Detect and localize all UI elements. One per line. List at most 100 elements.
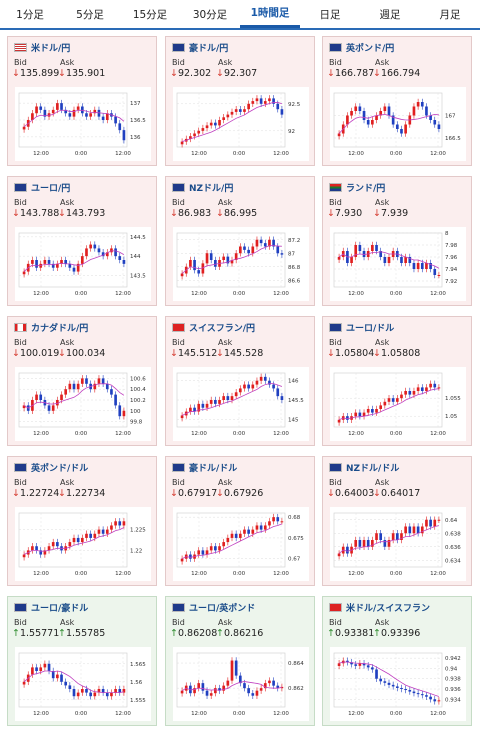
tab-2[interactable]: 15分足 [132, 9, 168, 21]
rate-card[interactable]: 米ドル/円 Bid Ask ↓135.899 ↓135.901 137 136.5 136 12… [7, 36, 157, 166]
bid-label: Bid [329, 58, 342, 67]
card-title: ユーロ/英ポンド [172, 601, 256, 614]
x-tick-label: 12:00 [191, 711, 207, 717]
bid-value: ↓7.930 [327, 208, 362, 219]
ch-flag-icon [329, 602, 342, 612]
candle-body [180, 558, 184, 562]
candle-body [234, 109, 238, 112]
rate-card[interactable]: ユーロ/円 Bid Ask ↓143.788 ↓143.793 144.5 144 143.5… [7, 176, 157, 306]
candle-body [346, 416, 349, 420]
candle-body [118, 405, 122, 417]
pair-name[interactable]: 英ポンド/ドル [31, 463, 89, 474]
candle-body [234, 253, 238, 260]
pair-name[interactable]: ユーロ/英ポンド [189, 603, 256, 614]
candle-body [383, 106, 387, 111]
candle-body [383, 401, 387, 406]
pair-name[interactable]: NZドル/ドル [346, 463, 400, 474]
plot-frame [176, 232, 286, 288]
candle-body [437, 275, 441, 276]
y-tick-label: 1.56 [130, 680, 143, 686]
pair-name[interactable]: 豪ドル/円 [189, 43, 229, 54]
candle-body [105, 529, 109, 534]
y-tick-label: 144.5 [130, 235, 146, 241]
candle-body [60, 674, 63, 682]
candle-body [105, 252, 109, 257]
pair-name[interactable]: カナダドル/円 [31, 323, 89, 334]
y-tick-label: 145 [288, 417, 299, 423]
rate-card[interactable]: ランド/円 Bid Ask ↓7.930 ↓7.939 8 7.98 7.96 7.94 7.92… [322, 176, 472, 306]
rate-card[interactable]: ユーロ/ドル Bid Ask ↓1.05804 ↓1.05808 1.055 1.05 12:… [322, 316, 472, 446]
tab-6[interactable]: 週足 [379, 9, 401, 21]
bid-text: 86.983 [177, 208, 212, 219]
rate-card[interactable]: 豪ドル/ドル Bid Ask ↓0.67917 ↓0.67926 0.68 0.675 0.6… [165, 456, 315, 586]
pair-name[interactable]: 英ポンド/円 [346, 43, 395, 54]
candle-body [205, 253, 209, 264]
tab-1[interactable]: 5分足 [76, 9, 104, 21]
candle-body [72, 689, 76, 697]
rate-card[interactable]: NZドル/円 Bid Ask ↓86.983 ↓86.995 87.2 87 86.8 86.6… [165, 176, 315, 306]
rate-card[interactable]: カナダドル/円 Bid Ask ↓100.019 ↓100.034 100.6 100.4 1… [7, 316, 157, 446]
bid-text: 1.22724 [19, 488, 60, 499]
candle-body [214, 260, 217, 267]
candle-body [379, 678, 383, 682]
rate-card[interactable]: 豪ドル/円 Bid Ask ↓92.302 ↓92.307 92.5 92 12:00 0:00… [165, 36, 315, 166]
candle-body [85, 533, 88, 538]
pair-name[interactable]: NZドル/円 [189, 183, 234, 194]
bid-label: Bid [14, 58, 27, 67]
tab-3[interactable]: 30分足 [192, 9, 228, 21]
price-chart: 0.68 0.675 0.67 12:00 0:00 12:00 [173, 507, 309, 581]
pair-name[interactable]: 豪ドル/ドル [189, 463, 238, 474]
pair-name[interactable]: ユーロ/ドル [346, 323, 395, 334]
pair-name[interactable]: スイスフラン/円 [189, 323, 256, 334]
ask-value: ↑0.93396 [373, 628, 420, 639]
x-tick-label: 12:00 [191, 431, 207, 437]
candle-body [85, 113, 88, 117]
rate-card[interactable]: ユーロ/豪ドル Bid Ask ↑1.55771 ↑1.55785 1.565 1.56 1.… [7, 596, 157, 726]
arrow-up-icon: ↑ [327, 628, 335, 639]
pair-name[interactable]: ランド/円 [346, 183, 386, 194]
candle-body [404, 257, 407, 263]
candle-body [238, 246, 242, 254]
candle-body [110, 525, 113, 530]
arrow-down-icon: ↓ [12, 488, 20, 499]
y-tick-label: 166.5 [445, 136, 461, 142]
tab-0[interactable]: 1分足 [16, 9, 44, 21]
candle-body [350, 111, 353, 116]
candle-body [259, 376, 263, 381]
candle-body [255, 690, 259, 696]
ask-label: Ask [60, 338, 75, 347]
candle-body [387, 257, 391, 263]
rate-card[interactable]: 米ドル/スイスフラン Bid Ask ↑0.93381 ↑0.93396 0.942 0.9… [322, 596, 472, 726]
rate-card[interactable]: スイスフラン/円 Bid Ask ↓145.512 ↓145.528 146 145.5 14… [165, 316, 315, 446]
rate-card[interactable]: 英ポンド/円 Bid Ask ↓166.787 ↓166.794 167 166.5 12:0… [322, 36, 472, 166]
rate-card[interactable]: 英ポンド/ドル Bid Ask ↓1.22724 ↓1.22734 1.225 1.22 12… [7, 456, 157, 586]
candle-body [72, 267, 76, 272]
rate-card[interactable]: NZドル/ドル Bid Ask ↓0.64003 ↓0.64017 0.64 0.638 0.… [322, 456, 472, 586]
ca-flag-icon [14, 322, 27, 332]
candle-body [255, 98, 259, 102]
candle-body [366, 120, 370, 125]
rate-card[interactable]: ユーロ/英ポンド Bid Ask ↑0.86208 ↑0.86216 0.864 0.862… [165, 596, 315, 726]
price-chart: 87.2 87 86.8 86.6 12:00 0:00 12:00 [173, 227, 309, 301]
candle-body [118, 256, 122, 260]
pair-name[interactable]: ユーロ/豪ドル [31, 603, 89, 614]
pair-name[interactable]: 米ドル/スイスフラン [346, 603, 431, 614]
candle-body [358, 106, 362, 111]
candle-body [412, 263, 416, 269]
candle-body [122, 521, 126, 526]
ask-label: Ask [375, 58, 390, 67]
y-tick-label: 1.565 [130, 662, 146, 668]
tab-5[interactable]: 日足 [319, 9, 341, 21]
tab-7[interactable]: 月足 [439, 9, 461, 21]
candle-body [420, 694, 424, 696]
arrow-up-icon: ↑ [170, 628, 178, 639]
tab-4[interactable]: 1時間足 [240, 0, 300, 28]
candle-body [276, 246, 280, 254]
y-tick-label: 0.942 [445, 656, 461, 662]
candle-body [272, 517, 275, 522]
pair-name[interactable]: ユーロ/円 [31, 183, 71, 194]
candle-body [420, 526, 424, 534]
pair-name[interactable]: 米ドル/円 [31, 43, 71, 54]
bid-value: ↑1.55771 [12, 628, 59, 639]
candle-body [230, 533, 234, 538]
